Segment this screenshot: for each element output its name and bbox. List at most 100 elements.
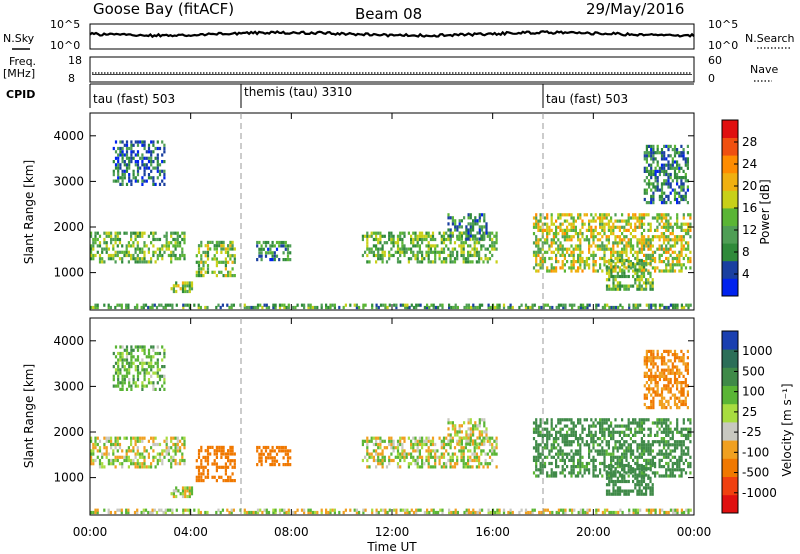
velocity-cell bbox=[629, 443, 632, 447]
power-cell bbox=[629, 247, 632, 251]
velocity-cell bbox=[132, 381, 135, 385]
power-cell bbox=[493, 234, 496, 238]
power-cell bbox=[571, 303, 574, 307]
velocity-cell bbox=[283, 508, 286, 512]
velocity-cell bbox=[625, 452, 628, 456]
velocity-cell bbox=[612, 470, 615, 474]
power-cell bbox=[673, 256, 677, 261]
power-cell bbox=[495, 247, 498, 251]
velocity-cell bbox=[678, 381, 681, 385]
velocity-cell bbox=[119, 381, 122, 385]
power-cell bbox=[123, 143, 126, 147]
velocity-cell bbox=[478, 424, 481, 428]
power-cell bbox=[116, 303, 119, 307]
velocity-cell bbox=[654, 440, 657, 444]
power-cell bbox=[647, 269, 650, 273]
velocity-cell bbox=[434, 452, 437, 456]
velocity-cell bbox=[634, 470, 637, 474]
power-cell bbox=[472, 228, 475, 232]
velocity-cell bbox=[197, 508, 200, 512]
power-cell bbox=[421, 241, 424, 245]
power-cell bbox=[678, 191, 681, 195]
velocity-cell bbox=[577, 471, 580, 475]
velocity-cell bbox=[623, 440, 626, 444]
power-cell bbox=[640, 241, 643, 245]
power-cell bbox=[377, 247, 380, 251]
power-cell bbox=[566, 238, 569, 242]
power-cell bbox=[627, 241, 630, 245]
power-cell bbox=[460, 225, 463, 229]
velocity-cell bbox=[601, 433, 604, 437]
velocity-cell bbox=[643, 359, 646, 363]
power-cell bbox=[640, 278, 643, 282]
power-cell bbox=[588, 263, 591, 267]
velocity-cell bbox=[552, 446, 555, 450]
power-cell bbox=[636, 262, 639, 266]
power-cell bbox=[383, 250, 386, 254]
velocity-cell bbox=[130, 387, 133, 391]
power-cell bbox=[491, 247, 494, 251]
power-cell bbox=[372, 231, 375, 235]
power-cell bbox=[487, 303, 490, 307]
power-cell bbox=[170, 287, 173, 291]
power-cell bbox=[563, 256, 566, 261]
velocity-cell bbox=[138, 439, 142, 443]
power-cell bbox=[667, 148, 670, 152]
power-cell bbox=[680, 166, 683, 170]
power-cell bbox=[689, 222, 692, 226]
velocity-cell bbox=[445, 442, 448, 447]
velocity-cell bbox=[563, 433, 566, 437]
velocity-cell bbox=[632, 470, 635, 474]
velocity-cell bbox=[119, 368, 122, 372]
power-cell bbox=[673, 235, 677, 239]
velocity-cell bbox=[640, 476, 643, 480]
power-cell bbox=[449, 231, 452, 235]
power-cell bbox=[678, 253, 681, 257]
velocity-cell bbox=[572, 427, 575, 431]
velocity-cell bbox=[445, 436, 448, 440]
power-cell bbox=[572, 222, 575, 226]
velocity-cell bbox=[652, 359, 655, 363]
velocity-cell bbox=[612, 433, 615, 437]
power-cell bbox=[559, 244, 562, 248]
velocity-cell bbox=[140, 510, 143, 515]
velocity-cell bbox=[90, 436, 93, 440]
velocity-cell bbox=[672, 510, 675, 515]
power-cell bbox=[629, 216, 632, 220]
velocity-cell bbox=[673, 468, 677, 472]
power-cell bbox=[165, 241, 168, 245]
velocity-cell bbox=[204, 510, 207, 515]
velocity-cell bbox=[388, 442, 391, 447]
velocity-cell bbox=[94, 458, 97, 463]
velocity-cell bbox=[195, 465, 198, 469]
power-cell bbox=[152, 234, 155, 238]
power-cell bbox=[687, 232, 690, 236]
power-cell bbox=[172, 287, 175, 291]
power-cell bbox=[94, 303, 97, 307]
power-cell bbox=[200, 274, 203, 278]
power-cell bbox=[233, 274, 236, 278]
velocity-cell bbox=[467, 427, 470, 431]
power-cell bbox=[451, 253, 454, 258]
velocity-cell bbox=[616, 492, 619, 496]
velocity-cell bbox=[258, 452, 261, 456]
velocity-cell bbox=[535, 427, 538, 431]
power-cell bbox=[390, 241, 393, 245]
velocity-cell bbox=[634, 510, 637, 515]
power-cell bbox=[660, 219, 663, 223]
velocity-cell bbox=[482, 436, 485, 440]
velocity-cell bbox=[112, 384, 115, 388]
power-cell bbox=[669, 163, 672, 167]
velocity-cell bbox=[286, 449, 290, 453]
velocity-cell bbox=[161, 384, 164, 388]
power-cell bbox=[474, 305, 477, 310]
velocity-cell bbox=[563, 461, 566, 466]
velocity-cell bbox=[130, 348, 133, 352]
velocity-cell bbox=[171, 508, 174, 512]
power-cell bbox=[421, 234, 424, 238]
power-cell bbox=[662, 213, 666, 217]
velocity-cell bbox=[673, 393, 677, 397]
power-cell bbox=[667, 222, 670, 226]
velocity-cell bbox=[671, 433, 674, 437]
velocity-cell bbox=[121, 374, 124, 378]
